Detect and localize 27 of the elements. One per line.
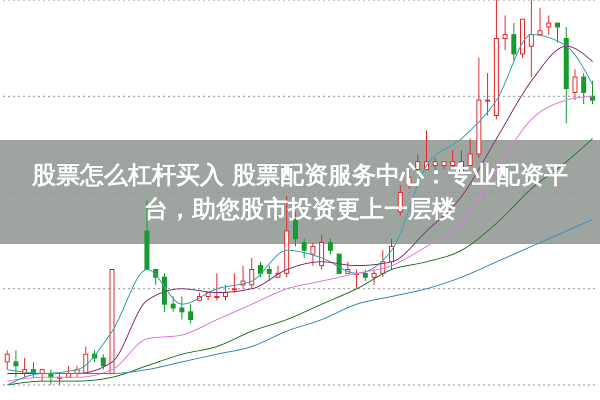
candlestick [302,238,307,258]
candlestick [170,296,176,312]
candlestick [555,22,560,43]
candlestick [100,354,106,370]
candlestick [214,272,220,301]
candlestick [188,304,194,324]
candlestick [485,72,490,116]
candlestick [258,261,264,278]
candlestick [572,68,578,101]
candlestick [511,22,516,62]
candlestick [538,7,543,36]
candlestick [328,238,333,255]
candlestick [13,350,18,378]
candlestick [432,157,438,170]
candlestick [336,254,342,274]
candlestick [179,296,184,320]
candlestick [249,257,254,290]
candlestick [502,14,508,51]
candlestick [362,269,368,282]
candlestick [232,272,237,294]
candlestick [581,72,586,104]
candlestick [546,14,552,36]
candlestick [4,350,10,370]
candlestick [310,242,316,266]
candlestick [319,234,324,270]
candlestick [372,269,377,286]
candlestick [266,265,272,282]
